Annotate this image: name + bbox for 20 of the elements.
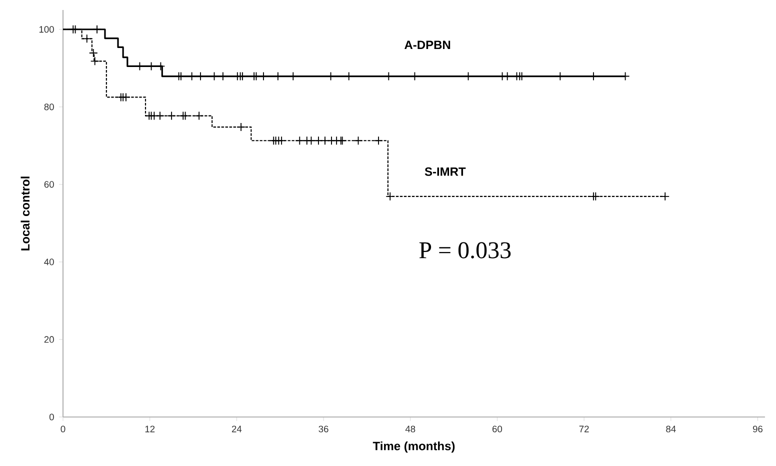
- y-tick-label: 60: [44, 181, 54, 188]
- annotation: P = 0.033: [419, 242, 511, 258]
- x-tick-label: 84: [666, 426, 676, 432]
- y-tick-label: 0: [49, 414, 54, 420]
- x-tick-label: 48: [405, 426, 416, 432]
- text: A-DPBN: [404, 40, 450, 50]
- x-tick-label: 0: [60, 426, 66, 432]
- x-tick-label: 96: [752, 426, 763, 432]
- x-tick-label: 12: [145, 426, 155, 432]
- x-tick-label: 72: [579, 426, 589, 432]
- series-label: S-IMRT: [424, 167, 466, 176]
- x-tick-label: 60: [492, 426, 502, 432]
- x-tick-label: 36: [318, 426, 328, 432]
- x-tick-label: 24: [232, 426, 242, 432]
- y-tick-label: 100: [39, 26, 54, 33]
- y-tick-label: 20: [44, 336, 54, 343]
- y-axis-title: Local control: [20, 176, 30, 250]
- y-tick-label: 40: [44, 258, 54, 266]
- x-axis-title: Time (months): [372, 441, 455, 453]
- y-tick-label: 80: [44, 104, 54, 110]
